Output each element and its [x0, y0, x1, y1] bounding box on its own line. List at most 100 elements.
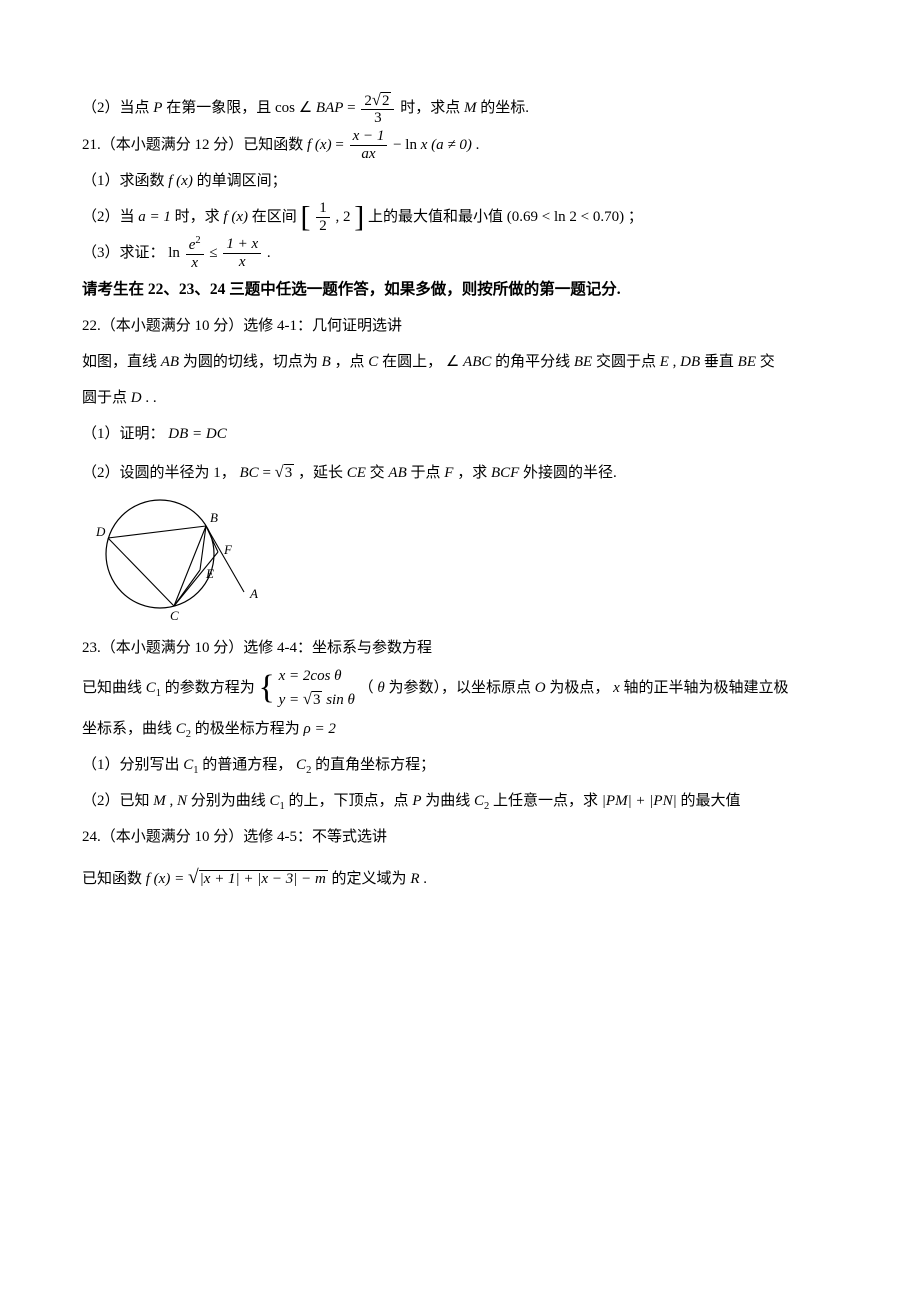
sub2: 2 — [306, 765, 311, 776]
text: 轴的正半轴为极轴建立极 — [624, 680, 789, 696]
q24-head: 24.（本小题满分 10 分）选修 4-5：不等式选讲 — [82, 819, 838, 855]
den-x: x — [186, 255, 204, 272]
q20-part2: （2）当点 P 在第一象限，且 cos ∠ BAP = 2√2 3 时，求点 M… — [82, 90, 838, 127]
E: E — [660, 354, 669, 370]
text: 的上，下顶点，点 — [289, 793, 409, 809]
abs-sum: |PM| + |PN| — [602, 793, 677, 809]
num: 1 — [316, 200, 330, 218]
sin-theta: sin θ — [322, 692, 354, 708]
q24-body: 已知函数 f (x) = √|x + 1| + |x − 3| − m 的定义域… — [82, 855, 838, 902]
a-eq-1: a = 1 — [138, 209, 171, 225]
case-x: x = 2cos θ — [279, 668, 342, 684]
q21-stem: 21.（本小题满分 12 分）已知函数 f (x) = x − 1 ax − l… — [82, 127, 838, 163]
sup2: 2 — [195, 235, 200, 246]
P: P — [412, 793, 421, 809]
text: （3）求证： — [82, 245, 165, 261]
text: （1）分别写出 — [82, 757, 180, 773]
sub2: 2 — [186, 729, 191, 740]
text: 在圆上， — [382, 354, 442, 370]
svg-text:C: C — [170, 608, 179, 623]
text: ，延长 — [298, 465, 343, 481]
db-eq-dc: DB = DC — [168, 426, 226, 442]
q22-head: 22.（本小题满分 10 分）选修 4-1：几何证明选讲 — [82, 308, 838, 344]
svg-text:F: F — [223, 542, 233, 557]
AB: AB — [388, 465, 406, 481]
fraction: 2√2 3 — [361, 91, 394, 127]
frac-1px-x: 1 + x x — [223, 236, 261, 270]
ln2-range: (0.69 < ln 2 < 0.70) — [507, 209, 624, 225]
C: C — [368, 354, 378, 370]
BE2: BE — [738, 354, 756, 370]
comma: , — [673, 354, 677, 370]
text: 为参数），以坐标原点 — [388, 680, 531, 696]
sqrt2: √2 — [372, 91, 392, 110]
lbracket: [ — [301, 200, 311, 233]
svg-text:B: B — [210, 510, 218, 525]
dot: . — [267, 245, 271, 261]
rbracket: ] — [354, 200, 364, 233]
angle: ∠ — [446, 354, 459, 370]
den: ax — [350, 146, 388, 163]
num: x − 1 — [350, 128, 388, 146]
text: （2）设圆的半径为 1， — [82, 465, 236, 481]
den-3: 3 — [361, 110, 394, 127]
cos: cos — [275, 100, 295, 116]
text: 21.（本小题满分 12 分）已知函数 — [82, 137, 303, 153]
sub1: 1 — [156, 688, 161, 699]
text: 在区间 — [252, 209, 297, 225]
text: 于点 — [411, 465, 441, 481]
BC: BC — [240, 465, 259, 481]
MN: M , N — [153, 793, 187, 809]
text: 交 — [760, 354, 775, 370]
sub1: 1 — [193, 765, 198, 776]
q23-part1: （1）分别写出 C1 的普通方程， C2 的直角坐标方程； — [82, 747, 838, 783]
text: 交圆于点 — [596, 354, 656, 370]
CE: CE — [347, 465, 366, 481]
text: 的普通方程， — [202, 757, 292, 773]
x: x — [613, 680, 620, 696]
B: B — [322, 354, 331, 370]
lparen: （ — [359, 680, 374, 696]
fx-eq: f (x) = — [146, 871, 188, 887]
svg-text:A: A — [249, 586, 258, 601]
rho-eq-2: ρ = 2 — [304, 721, 336, 737]
q21-part2: （2）当 a = 1 时，求 f (x) 在区间 [ 1 2 , 2 ] 上的最… — [82, 199, 838, 235]
text: 如图，直线 — [82, 354, 157, 370]
text: 的单调区间； — [197, 173, 287, 189]
choice-note: 请考生在 22、23、24 三题中任选一题作答，如果多做，则按所做的第一题记分. — [82, 271, 838, 308]
q22-part1: （1）证明： DB = DC — [82, 416, 838, 452]
text: ，求 — [457, 465, 491, 481]
AB: AB — [161, 354, 179, 370]
param-cases: { x = 2cos θ y = √3 sin θ — [259, 666, 355, 711]
text: （2）已知 — [82, 793, 150, 809]
num: 1 + x — [223, 236, 261, 254]
text: 坐标系，曲线 — [82, 721, 172, 737]
minus-ln: − ln — [393, 137, 421, 153]
fraction: x − 1 ax — [350, 128, 388, 162]
sub2: 2 — [484, 801, 489, 812]
fx: f (x) — [223, 209, 248, 225]
C2: C — [296, 757, 306, 773]
fx: f (x) — [168, 173, 193, 189]
q23-body-1: 已知曲线 C1 的参数方程为 { x = 2cos θ y = √3 sin θ… — [82, 666, 838, 711]
text: 的坐标. — [480, 100, 529, 116]
circle-diagram: DBCEFA — [82, 496, 262, 626]
sqrt-abs: √|x + 1| + |x − 3| − m — [188, 855, 328, 902]
q21-part3: （3）求证： ln e2 x ≤ 1 + x x . — [82, 235, 838, 272]
C2: C — [176, 721, 186, 737]
svg-text:D: D — [95, 524, 106, 539]
den: x — [223, 254, 261, 271]
dot: . — [476, 137, 480, 153]
text: 的最大值 — [680, 793, 740, 809]
C1: C — [270, 793, 280, 809]
F: F — [444, 465, 453, 481]
text: 圆于点 — [82, 390, 127, 406]
C1: C — [183, 757, 193, 773]
text: 为圆的切线，切点为 — [183, 354, 318, 370]
text: 分别为曲线 — [191, 793, 266, 809]
text: 的定义域为 — [332, 871, 407, 887]
semi: ； — [628, 209, 643, 225]
text: 为极点， — [549, 680, 609, 696]
text: 上任意一点，求 — [493, 793, 598, 809]
BAP: BAP — [316, 100, 344, 116]
